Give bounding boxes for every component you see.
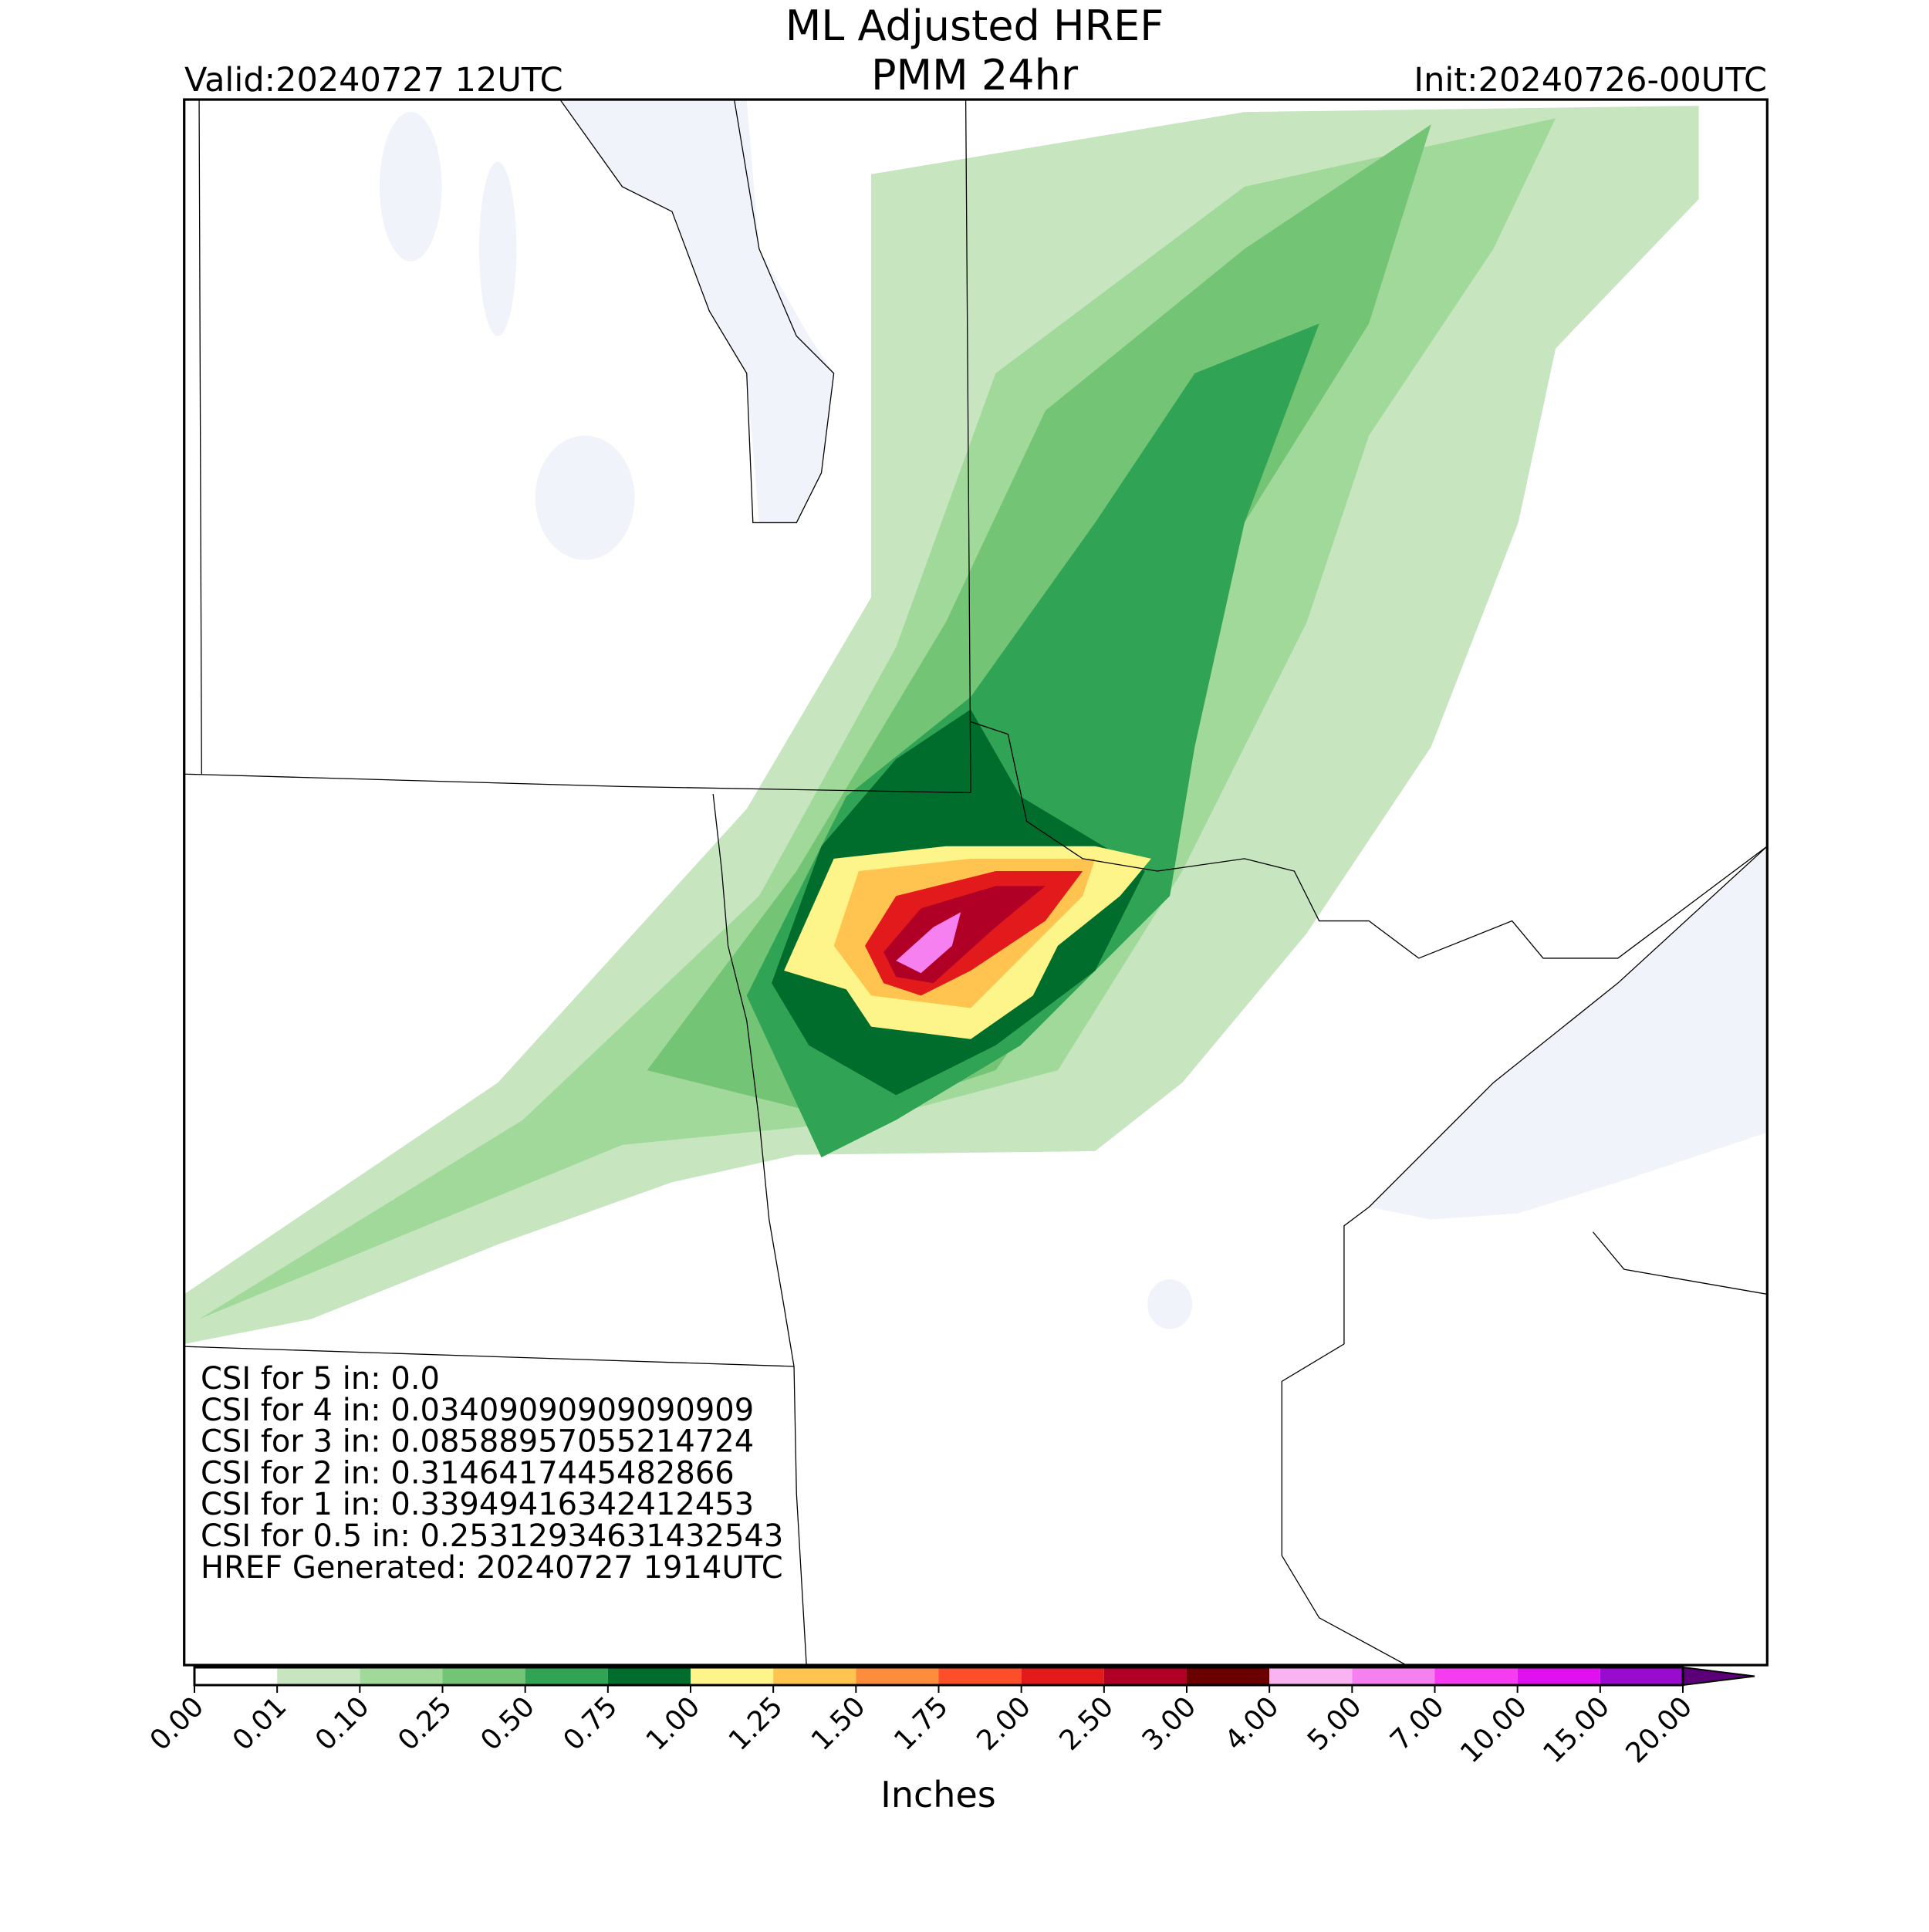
csi-annotation: CSI for 2 in: 0.3146417445482866 [201, 1455, 735, 1491]
colorbar-segment [1434, 1667, 1518, 1685]
colorbar-segment [1187, 1667, 1270, 1685]
colorbar-segment [277, 1667, 360, 1685]
colorbar-tick-label: 15.00 [1537, 1690, 1616, 1769]
colorbar-segment [1103, 1667, 1187, 1685]
colorbar-segment [1600, 1667, 1683, 1685]
colorbar-tick-label: 1.75 [888, 1690, 954, 1757]
colorbar-segment [856, 1667, 939, 1685]
valid-time: Valid:20240727 12UTC [184, 61, 563, 100]
colorbar-tick-label: 1.25 [723, 1690, 789, 1757]
init-time: Init:20240726-00UTC [1414, 61, 1767, 100]
colorbar-tick-label: 0.01 [227, 1690, 293, 1757]
csi-annotation: CSI for 4 in: 0.03409090909090909 [201, 1393, 754, 1428]
colorbar-tick-label: 0.00 [144, 1690, 211, 1757]
colorbar-label: Inches [880, 1774, 995, 1815]
colorbar-tick-label: 0.25 [392, 1690, 458, 1757]
colorbar-segment [194, 1667, 278, 1685]
csi-annotation: HREF Generated: 20240727 1914UTC [201, 1550, 783, 1586]
colorbar-tick-label: 0.75 [558, 1690, 624, 1757]
colorbar-segment [525, 1667, 608, 1685]
colorbar-tick-label: 10.00 [1454, 1690, 1533, 1769]
colorbar-tick-label: 1.50 [806, 1690, 872, 1757]
csi-annotation: CSI for 1 in: 0.33949416342412453 [201, 1487, 754, 1522]
colorbar-segment [607, 1667, 691, 1685]
colorbar-tick-label: 20.00 [1620, 1690, 1698, 1769]
colorbar-tick-label: 0.50 [475, 1690, 541, 1757]
colorbar-tick-label: 5.00 [1302, 1690, 1368, 1757]
colorbar-tick-label: 0.10 [309, 1690, 376, 1757]
csi-annotation: CSI for 0.5 in: 0.25312934631432543 [201, 1518, 783, 1554]
colorbar-segment [938, 1667, 1022, 1685]
csi-annotation: CSI for 3 in: 0.08588957055214724 [201, 1424, 754, 1460]
colorbar-tick-label: 2.50 [1054, 1690, 1120, 1757]
map [183, 98, 1769, 1667]
colorbar-segment [1021, 1667, 1104, 1685]
colorbar-segment [442, 1667, 525, 1685]
colorbar: 0.00 0.01 0.10 0.25 0.50 0.75 1.00 1.25 1.50 1.75… [144, 1666, 1755, 1769]
colorbar-tick-label: 7.00 [1384, 1690, 1451, 1757]
colorbar-segment [1352, 1667, 1435, 1685]
csi-annotation: CSI for 5 in: 0.0 [201, 1361, 440, 1397]
title-line: PMM 24hr [871, 51, 1079, 100]
colorbar-tick-label: 1.00 [640, 1690, 707, 1757]
colorbar-extend [1682, 1666, 1755, 1687]
colorbar-segment [1517, 1667, 1600, 1685]
colorbar-segment [360, 1667, 443, 1685]
title-line: ML Adjusted HREF [785, 2, 1164, 50]
colorbar-segment [1269, 1667, 1353, 1685]
colorbar-tick-label: 3.00 [1137, 1690, 1203, 1757]
colorbar-tick-label: 4.00 [1219, 1690, 1285, 1757]
colorbar-segment [773, 1667, 856, 1685]
colorbar-segment [691, 1667, 774, 1685]
colorbar-tick-label: 2.00 [971, 1690, 1037, 1757]
